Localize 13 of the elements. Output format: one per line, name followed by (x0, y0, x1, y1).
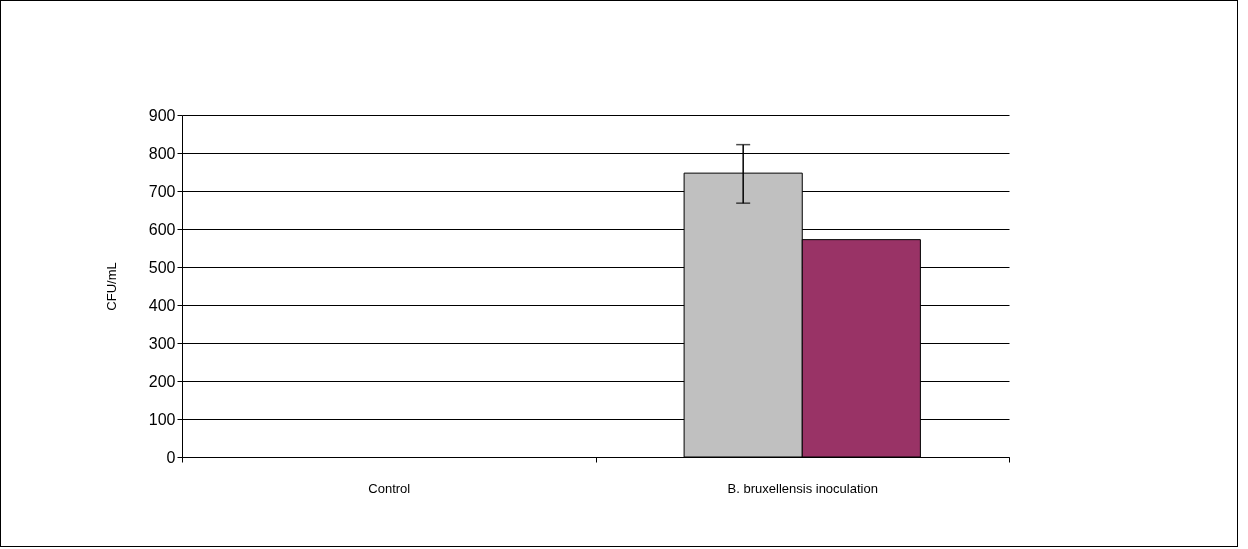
y-tick-label: 0 (166, 448, 176, 466)
y-tick-label: 500 (148, 258, 176, 276)
y-tick-label: 700 (148, 182, 176, 200)
y-tick-label: 400 (148, 296, 176, 314)
y-tick-label: 900 (148, 106, 176, 124)
y-tick-label: 100 (148, 410, 176, 428)
x-tick-label: Control (368, 480, 411, 496)
y-axis-title: CFU/mL (103, 262, 119, 311)
x-tick-label: B. bruxellensis inoculation (727, 480, 878, 496)
y-tick-label: 600 (148, 220, 176, 238)
y-tick-label: 800 (148, 144, 176, 162)
y-tick-label: 200 (148, 372, 176, 390)
y-tick-label: 300 (148, 334, 176, 352)
